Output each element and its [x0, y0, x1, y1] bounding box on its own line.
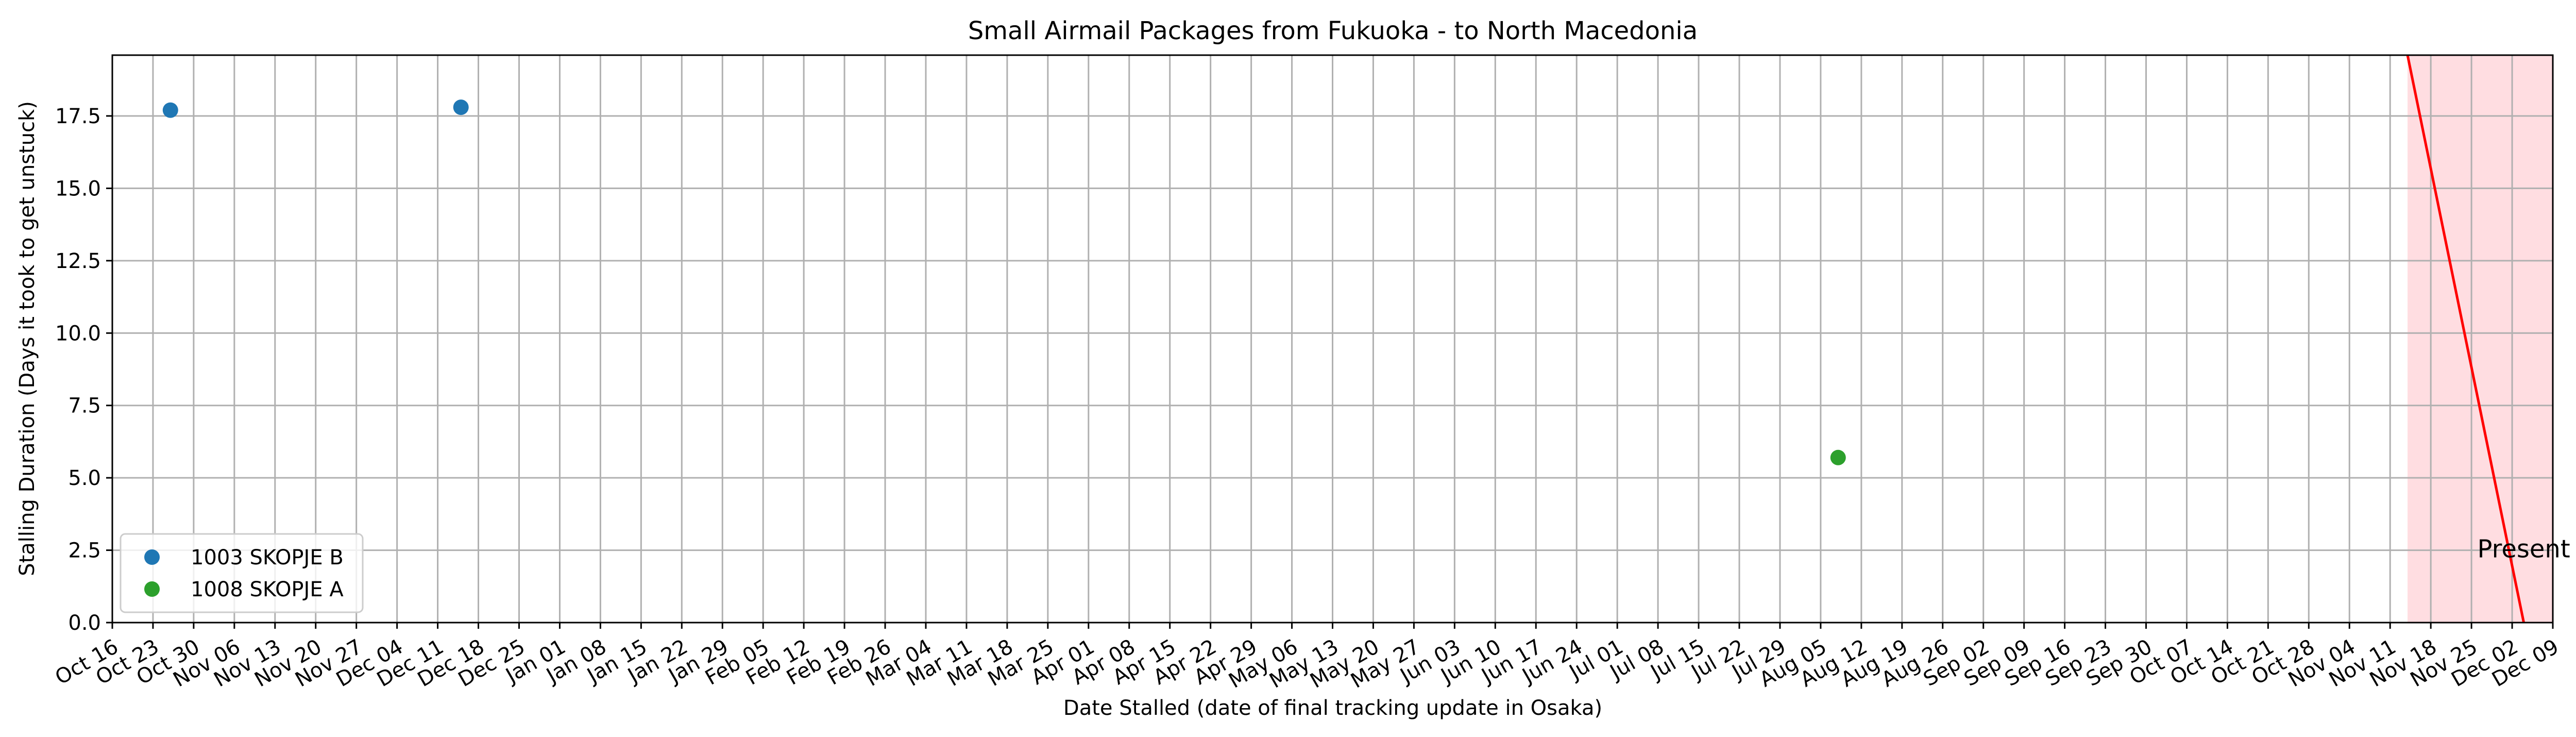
- present-label: Present: [2478, 535, 2570, 564]
- y-tick-label: 5.0: [68, 466, 101, 490]
- y-tick-label: 17.5: [55, 105, 101, 128]
- grid-layer: [111, 55, 2554, 624]
- y-tick-label: 2.5: [68, 539, 101, 563]
- data-points-layer: [162, 99, 1846, 465]
- legend: 1003 SKOPJE B 1008 SKOPJE A: [120, 533, 364, 613]
- y-axis-ticks: 0.0 2.5 5.0 7.5 10.0 12.5 15.0 17.5: [55, 105, 112, 635]
- y-tick-label: 15.0: [55, 177, 101, 200]
- y-tick-label: 10.0: [55, 322, 101, 345]
- present-line: [2406, 55, 2526, 623]
- legend-marker-1003-skopje-b: [144, 549, 160, 565]
- chart-title: Small Airmail Packages from Fukuoka - to…: [968, 16, 1698, 45]
- y-axis-label: Stalling Duration (Days it took to get u…: [15, 101, 39, 576]
- legend-marker-1008-skopje-a: [144, 581, 160, 597]
- data-point-1008-skopje-a: [1830, 449, 1846, 465]
- present-line-layer: Present: [2406, 55, 2570, 623]
- legend-label-1003-skopje-b: 1003 SKOPJE B: [191, 546, 344, 569]
- present-shade-region: [2408, 55, 2553, 623]
- present-shade-layer: [2408, 55, 2553, 623]
- data-point-1003-skopje-b: [453, 99, 469, 115]
- x-axis-label: Date Stalled (date of final tracking upd…: [1063, 696, 1602, 720]
- data-point-1003-skopje-b: [162, 102, 178, 118]
- y-tick-label: 7.5: [68, 394, 101, 418]
- legend-label-1008-skopje-a: 1008 SKOPJE A: [191, 578, 344, 601]
- y-tick-label: 0.0: [68, 611, 101, 635]
- y-tick-label: 12.5: [55, 249, 101, 273]
- legend-box: [120, 533, 364, 613]
